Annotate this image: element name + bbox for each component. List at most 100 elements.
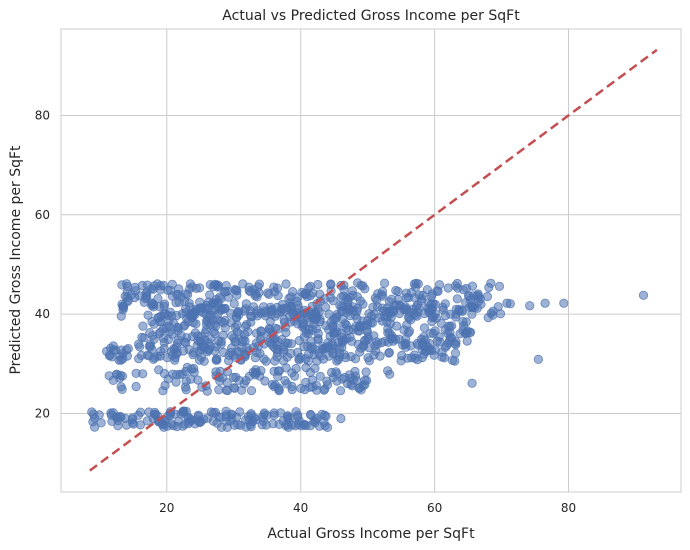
data-point	[206, 407, 216, 417]
data-point	[211, 355, 221, 365]
data-point	[414, 303, 424, 313]
data-point	[419, 349, 429, 359]
data-point	[107, 352, 117, 362]
data-point	[358, 299, 368, 309]
data-point	[366, 317, 376, 327]
data-point	[377, 290, 387, 300]
data-point	[231, 372, 241, 382]
data-point	[313, 279, 323, 290]
data-point	[303, 356, 314, 366]
data-point	[313, 328, 323, 339]
data-point	[233, 307, 243, 317]
data-point	[116, 311, 126, 321]
data-point	[397, 350, 407, 361]
data-point	[156, 346, 166, 356]
data-point	[462, 336, 472, 346]
data-point	[488, 310, 498, 320]
data-point	[163, 310, 173, 320]
data-point	[180, 382, 191, 392]
data-point	[256, 308, 266, 318]
data-point	[227, 414, 237, 424]
data-point	[384, 297, 394, 307]
x-axis: 20 40 60 80	[159, 501, 576, 515]
data-point	[143, 310, 153, 320]
data-point	[369, 309, 379, 319]
data-point	[287, 368, 297, 378]
data-point	[326, 279, 336, 289]
chart-title: Actual vs Predicted Gross Income per SqF…	[222, 8, 520, 24]
data-point	[320, 421, 330, 431]
data-point	[494, 281, 505, 291]
data-point	[118, 301, 128, 311]
data-point	[270, 323, 281, 333]
data-point	[306, 410, 316, 420]
data-point	[432, 286, 442, 296]
data-point	[191, 319, 201, 329]
data-point	[215, 376, 225, 386]
data-point	[293, 412, 303, 422]
data-point	[309, 344, 320, 354]
data-point	[186, 374, 196, 384]
data-point	[240, 336, 250, 346]
data-point	[337, 374, 347, 384]
y-axis: 20 40 60 80	[35, 108, 50, 420]
data-point	[257, 420, 267, 430]
data-point	[87, 407, 97, 417]
data-point	[210, 319, 220, 329]
data-point	[413, 279, 423, 289]
data-point	[104, 371, 114, 381]
data-point	[418, 290, 428, 300]
data-point	[312, 385, 322, 395]
data-point	[306, 336, 316, 346]
data-point	[213, 298, 223, 308]
data-point	[268, 341, 278, 352]
data-point	[394, 308, 405, 319]
data-point	[434, 332, 444, 342]
data-point	[445, 332, 455, 342]
data-point	[296, 383, 306, 393]
data-point	[362, 325, 372, 335]
data-point	[315, 371, 325, 381]
data-point	[227, 343, 237, 353]
data-point	[438, 302, 448, 312]
data-point	[419, 332, 429, 342]
data-point	[281, 279, 291, 289]
data-point	[324, 325, 334, 335]
data-point	[218, 318, 229, 328]
data-point	[160, 380, 170, 391]
data-point	[419, 323, 430, 333]
data-point	[186, 364, 196, 374]
data-point	[395, 300, 405, 310]
data-point	[218, 330, 228, 340]
data-point	[337, 332, 347, 342]
data-point	[361, 367, 371, 377]
data-point	[213, 282, 223, 292]
y-tick-label: 40	[35, 307, 50, 321]
data-point	[142, 416, 152, 426]
data-point	[187, 282, 197, 292]
data-point	[318, 344, 328, 355]
data-point	[160, 299, 170, 309]
data-point	[336, 301, 347, 311]
data-point	[344, 370, 355, 380]
data-points	[87, 278, 649, 432]
data-point	[335, 348, 345, 358]
data-point	[270, 287, 280, 297]
data-point	[386, 333, 396, 344]
data-point	[467, 378, 477, 388]
data-point	[347, 286, 357, 296]
data-point	[273, 366, 283, 376]
data-point	[190, 310, 200, 320]
data-point	[137, 280, 147, 291]
data-point	[145, 342, 155, 352]
data-point	[176, 330, 186, 340]
data-point	[484, 282, 494, 293]
data-point	[115, 351, 125, 361]
data-point	[385, 369, 395, 379]
data-point	[336, 413, 346, 424]
y-tick-label: 60	[35, 208, 50, 222]
data-point	[328, 296, 338, 306]
data-point	[305, 367, 315, 378]
data-point	[188, 350, 198, 360]
